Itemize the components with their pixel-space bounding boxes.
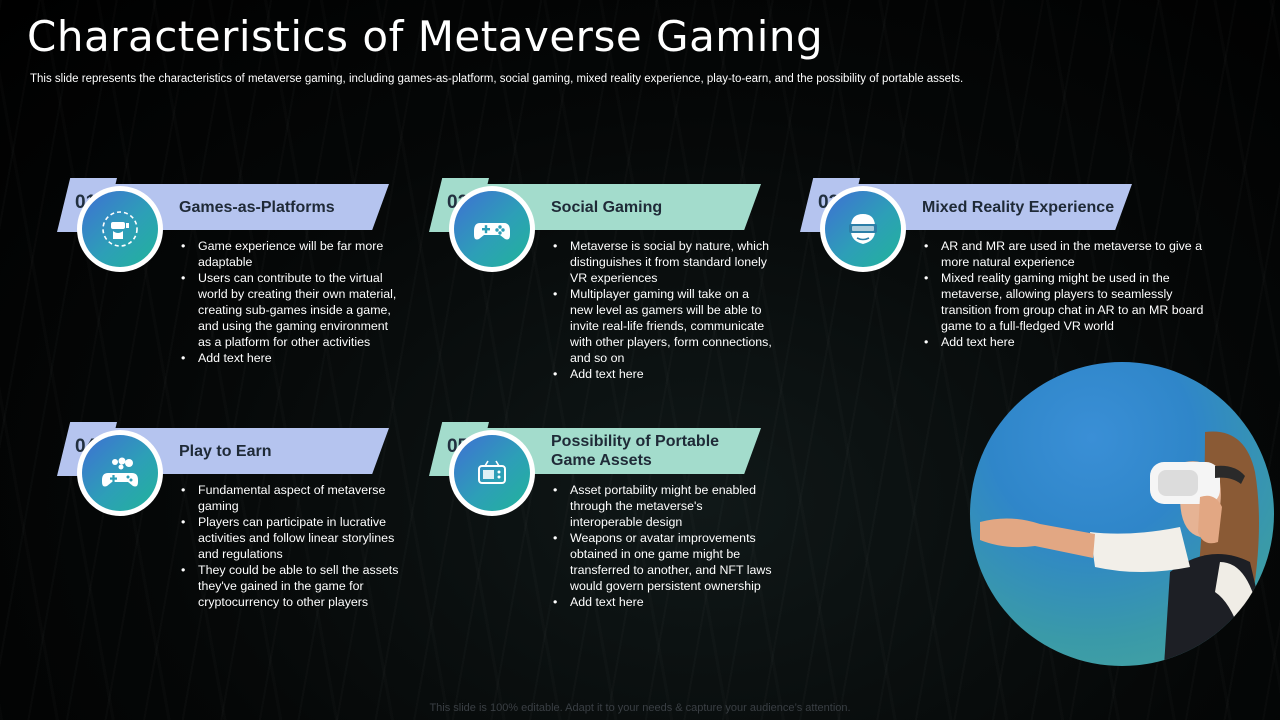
card-title: Mixed Reality Experience	[922, 198, 1115, 216]
bullet-item: Weapons or avatar improvements obtained …	[551, 530, 773, 594]
gamepad-coins-icon	[102, 457, 138, 487]
handheld-console-icon	[478, 460, 506, 484]
icon-circle	[77, 186, 163, 272]
bullet-item: Mixed reality gaming might be used in th…	[922, 270, 1222, 334]
icon-circle	[820, 186, 906, 272]
woman-wearing-vr-headset-image	[970, 362, 1274, 666]
icon-circle	[77, 430, 163, 516]
bullet-item: Metaverse is social by nature, which dis…	[551, 238, 773, 286]
card-title: Social Gaming	[551, 198, 663, 216]
slide-subtitle: This slide represents the characteristic…	[30, 73, 964, 85]
bullet-item: Add text here	[179, 350, 401, 366]
slide-title: Characteristics of Metaverse Gaming	[27, 12, 824, 61]
card-bullet-list: Asset portability might be enabled throu…	[551, 482, 773, 610]
bullet-item: Users can contribute to the virtual worl…	[179, 270, 401, 350]
slide-footer: This slide is 100% editable. Adapt it to…	[429, 702, 851, 714]
card-title: Games-as-Platforms	[179, 198, 335, 216]
card-title: Play to Earn	[179, 442, 272, 460]
card-bullet-list: AR and MR are used in the metaverse to g…	[922, 238, 1222, 350]
card-bullet-list: Metaverse is social by nature, which dis…	[551, 238, 773, 382]
bullet-item: Fundamental aspect of metaverse gaming	[179, 482, 401, 514]
bullet-item: Players can participate in lucrative act…	[179, 514, 401, 562]
bullet-item: Asset portability might be enabled throu…	[551, 482, 773, 530]
card-bullet-list: Game experience will be far more adaptab…	[179, 238, 401, 366]
bullet-item: Multiplayer gaming will take on a new le…	[551, 286, 773, 366]
icon-circle	[449, 430, 535, 516]
bullet-item: AR and MR are used in the metaverse to g…	[922, 238, 1222, 270]
vr-head-icon	[849, 214, 877, 244]
bullet-item: Game experience will be far more adaptab…	[179, 238, 401, 270]
bullet-item: They could be able to sell the assets th…	[179, 562, 401, 610]
bullet-item: Add text here	[551, 366, 773, 382]
card-bullet-list: Fundamental aspect of metaverse gaming P…	[179, 482, 401, 610]
icon-circle	[449, 186, 535, 272]
bullet-item: Add text here	[922, 334, 1222, 350]
bullet-item: Add text here	[551, 594, 773, 610]
vr-headset-person-icon	[102, 211, 138, 247]
vr-user-illustration	[980, 431, 1274, 666]
card-title: Possibility of Portable Game Assets	[551, 433, 720, 469]
gamepad-icon	[474, 223, 510, 240]
